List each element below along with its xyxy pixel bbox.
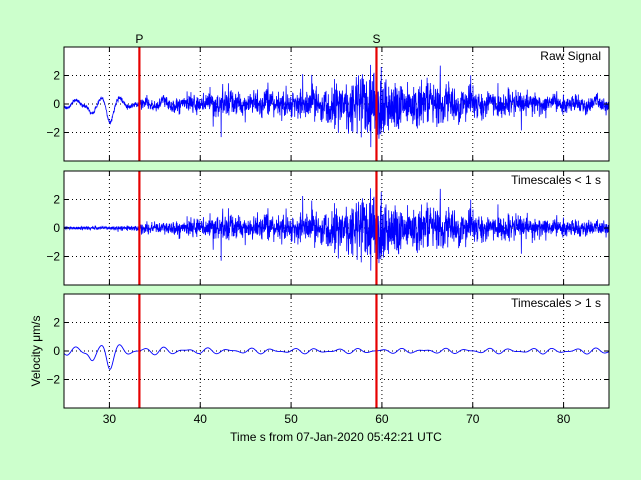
waveform-trace (63, 188, 610, 271)
x-tick-label: 50 (284, 412, 298, 426)
x-tick-label: 70 (466, 412, 480, 426)
axis-ticks: −2 0 2 (46, 47, 609, 161)
phase-picks (138, 294, 378, 408)
panel-label: Timescales > 1 s (511, 296, 601, 310)
signal-line (63, 64, 610, 148)
y-tick-label: −2 (46, 250, 60, 264)
axis-ticks: −2 0 2 30 40 50 60 70 80 (46, 294, 609, 426)
signal-line (63, 188, 610, 271)
signal-line (63, 344, 610, 370)
y-tick-label: 2 (53, 69, 60, 83)
x-tick-label: 40 (194, 412, 208, 426)
axis-ticks: −2 0 2 (46, 171, 609, 285)
phase-pick-label: S (372, 32, 380, 46)
y-tick-label: 0 (53, 221, 60, 235)
waveform-trace (63, 64, 610, 148)
y-tick-label: 0 (53, 97, 60, 111)
x-axis-label: Time s from 07-Jan-2020 05:42:21 UTC (230, 430, 442, 444)
phase-picks (138, 171, 378, 285)
y-tick-label: −2 (46, 126, 60, 140)
long-timescales-panel: −2 0 2 30 40 50 60 70 80 Timescales > 1 s (46, 293, 610, 426)
y-tick-label: 2 (53, 193, 60, 207)
y-tick-label: 0 (53, 344, 60, 358)
x-tick-label: 30 (103, 412, 117, 426)
x-tick-label: 60 (375, 412, 389, 426)
panel-label: Timescales < 1 s (511, 173, 601, 187)
y-tick-label: −2 (46, 373, 60, 387)
phase-pick-label: P (135, 32, 143, 46)
y-tick-label: 2 (53, 316, 60, 330)
waveform-trace (63, 344, 610, 370)
panel-label: Raw Signal (540, 49, 601, 63)
y-axis-label: Velocity μm/s (29, 316, 43, 387)
short-timescales-panel: −2 0 2 Timescales < 1 s (46, 170, 610, 286)
x-tick-label: 80 (557, 412, 571, 426)
